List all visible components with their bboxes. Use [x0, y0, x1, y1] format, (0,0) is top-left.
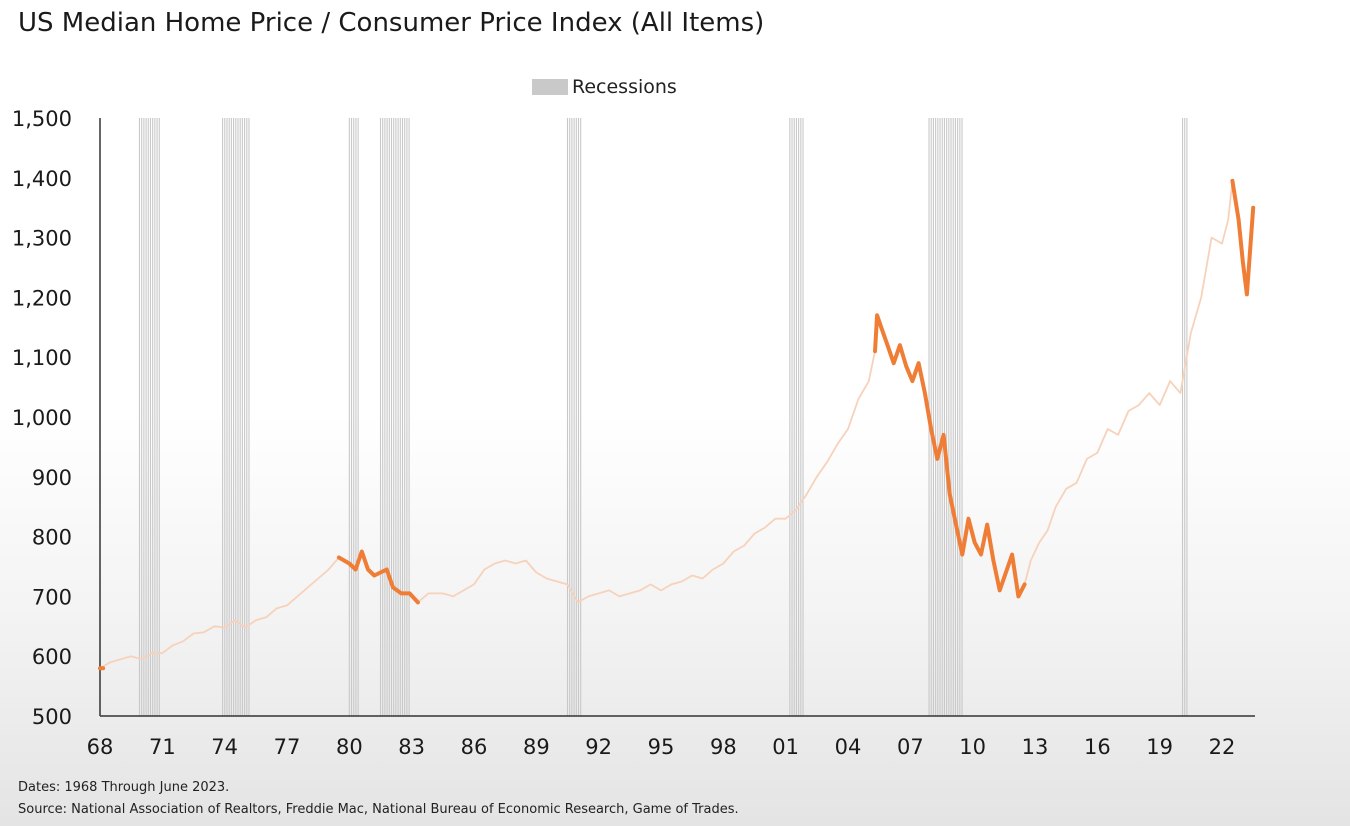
- x-tick-label: 92: [585, 735, 612, 759]
- x-tick-label: 13: [1022, 735, 1049, 759]
- y-tick-label: 1,000: [12, 406, 72, 430]
- y-tick-label: 1,100: [12, 346, 72, 370]
- recession-band: [789, 118, 804, 716]
- x-tick-label: 86: [461, 735, 488, 759]
- recession-bands: [138, 118, 1188, 716]
- recession-band: [379, 118, 410, 716]
- y-tick-label: 1,400: [12, 167, 72, 191]
- series-lines: [98, 178, 1256, 671]
- x-tick-label: 83: [398, 735, 425, 759]
- y-tick-label: 600: [32, 645, 72, 669]
- y-tick-label: 500: [32, 705, 72, 729]
- x-tick-label: 71: [149, 735, 176, 759]
- y-tick-labels: 500 600 700 800 900 1,000 1,100 1,200 1,300 1,400…: [12, 107, 72, 729]
- x-tick-label: 22: [1209, 735, 1236, 759]
- series-line-faded: [99, 179, 1255, 669]
- x-tick-label: 89: [523, 735, 550, 759]
- chart-title: US Median Home Price / Consumer Price In…: [18, 8, 765, 38]
- x-tick-label: 16: [1084, 735, 1111, 759]
- y-tick-label: 800: [32, 526, 72, 550]
- x-tick-label: 95: [648, 735, 675, 759]
- x-tick-label: 19: [1146, 735, 1173, 759]
- legend-swatch-recessions: [532, 79, 568, 95]
- x-tick-label: 98: [710, 735, 737, 759]
- x-tick-label: 10: [959, 735, 986, 759]
- y-tick-label: 1,500: [12, 107, 72, 131]
- y-tick-label: 1,200: [12, 286, 72, 310]
- footnote-dates: Dates: 1968 Through June 2023.: [18, 780, 230, 795]
- x-tick-labels: 68 71 74 77 80 83 86 89 92 95 98 01 04 07 10 13 16 19 22: [87, 735, 1236, 759]
- x-tick-label: 07: [897, 735, 924, 759]
- series-line-highlight: [336, 549, 420, 605]
- legend-label-recessions: Recessions: [572, 76, 677, 98]
- x-tick-label: 01: [772, 735, 799, 759]
- footnote-source: Source: National Association of Realtors…: [18, 802, 739, 817]
- recession-band: [348, 118, 359, 716]
- legend: Recessions: [532, 76, 677, 98]
- series-line-highlight: [873, 313, 1027, 599]
- y-tick-label: 900: [32, 466, 72, 490]
- x-tick-label: 80: [336, 735, 363, 759]
- y-tick-label: 1,300: [12, 227, 72, 251]
- x-tick-label: 04: [835, 735, 862, 759]
- x-tick-label: 74: [211, 735, 238, 759]
- axes: [99, 118, 1255, 717]
- x-tick-label: 77: [274, 735, 301, 759]
- recession-band: [1181, 118, 1188, 716]
- series-line-highlight: [1230, 178, 1256, 297]
- x-tick-label: 68: [87, 735, 114, 759]
- y-tick-label: 700: [32, 585, 72, 609]
- recession-band: [566, 118, 582, 716]
- recession-band: [222, 118, 250, 716]
- recession-band: [138, 118, 160, 716]
- recession-band: [928, 118, 963, 716]
